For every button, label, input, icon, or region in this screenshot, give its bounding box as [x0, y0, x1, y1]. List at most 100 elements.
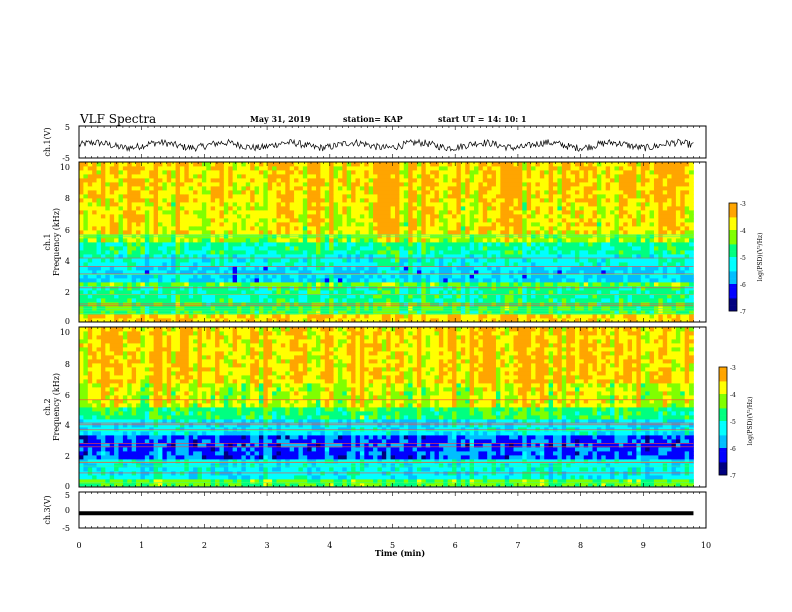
- spectrogram-cell: [373, 298, 378, 303]
- spectrogram-cell: [346, 182, 352, 187]
- spectrogram-cell: [114, 210, 119, 215]
- spectrogram-cell: [535, 278, 541, 283]
- spectrogram-cell: [184, 198, 190, 203]
- spectrogram-cell: [320, 262, 326, 267]
- spectrogram-cell: [553, 262, 558, 267]
- spectrogram-cell: [197, 246, 203, 251]
- spectrogram-cell: [645, 298, 650, 303]
- spectrogram-cell: [298, 222, 304, 227]
- spectrogram-cell: [166, 234, 172, 239]
- spectrogram-cell: [289, 202, 295, 207]
- spectrogram-cell: [245, 222, 251, 227]
- spectrogram-cell: [487, 270, 492, 275]
- spectrogram-cell: [579, 286, 585, 291]
- spectrogram-cell: [131, 258, 137, 263]
- spectrogram-cell: [588, 234, 593, 239]
- spectrogram-cell: [671, 226, 677, 231]
- spectrogram-cell: [579, 250, 585, 255]
- spectrogram-cell: [535, 190, 541, 195]
- spectrogram-cell: [320, 310, 326, 315]
- spectrogram-cell: [618, 242, 624, 247]
- spectrogram-cell: [118, 202, 124, 207]
- spectrogram-cell: [658, 282, 664, 287]
- spectrogram-cell: [364, 314, 370, 319]
- spectrogram-cell: [566, 290, 571, 295]
- spectrogram-cell: [689, 318, 694, 323]
- spectrogram-cell: [316, 234, 321, 239]
- spectrogram-cell: [118, 274, 124, 279]
- spectrogram-cell: [478, 190, 484, 195]
- spectrogram-cell: [237, 226, 242, 231]
- spectrogram-cell: [443, 186, 449, 191]
- spectrogram-cell: [438, 250, 444, 255]
- spectrogram-cell: [267, 246, 273, 251]
- spectrogram-cell: [509, 294, 514, 299]
- spectrogram-cell: [557, 194, 563, 199]
- spectrogram-cell: [605, 246, 611, 251]
- spectrogram-cell: [158, 270, 163, 275]
- spectrogram-cell: [456, 298, 462, 303]
- spectrogram-cell: [171, 202, 176, 207]
- spectrogram-cell: [166, 214, 172, 219]
- spectrogram-cell: [548, 234, 554, 239]
- spectrogram-cell: [588, 318, 593, 323]
- spectrogram-cell: [465, 206, 471, 211]
- spectrogram-cell: [438, 314, 444, 319]
- spectrogram-cell: [504, 254, 510, 259]
- spectrogram-cell: [92, 190, 97, 195]
- spectrogram-cell: [258, 182, 264, 187]
- spectrogram-cell: [465, 254, 471, 259]
- spectrogram-cell: [627, 246, 633, 251]
- spectrogram-cell: [373, 310, 378, 315]
- spectrogram-cell: [136, 262, 141, 267]
- spectrogram-cell: [118, 206, 124, 211]
- spectrogram-cell: [574, 218, 580, 223]
- spectrogram-cell: [447, 266, 453, 271]
- spectrogram-cell: [495, 202, 501, 207]
- spectrogram-cell: [223, 218, 229, 223]
- spectrogram-cell: [649, 194, 655, 199]
- spectrogram-cell: [215, 258, 220, 263]
- spectrogram-cell: [114, 206, 119, 211]
- spectrogram-cell: [346, 242, 352, 247]
- spectrogram-cell: [153, 250, 159, 255]
- spectrogram-cell: [346, 210, 352, 215]
- spectrogram-cell: [258, 274, 264, 279]
- spectrogram-cell: [460, 266, 466, 271]
- spectrogram-cell: [482, 274, 488, 279]
- spectrogram-cell: [487, 298, 492, 303]
- spectrogram-cell: [645, 282, 650, 287]
- spectrogram-cell: [333, 258, 339, 263]
- spectrogram-cell: [513, 202, 519, 207]
- spectrogram-cell: [153, 194, 159, 199]
- spectrogram-cell: [640, 206, 646, 211]
- spectrogram-cell: [289, 226, 295, 231]
- spectrogram-cell: [193, 234, 198, 239]
- spectrogram-cell: [215, 202, 220, 207]
- spectrogram-cell: [614, 194, 620, 199]
- spectrogram-cell: [96, 274, 102, 279]
- spectrogram-cell: [544, 222, 550, 227]
- spectrogram-cell: [465, 262, 471, 267]
- spectrogram-cell: [601, 226, 607, 231]
- spectrogram-cell: [171, 270, 176, 275]
- spectrogram-cell: [158, 242, 163, 247]
- spectrogram-cell: [491, 266, 497, 271]
- spectrogram-cell: [574, 222, 580, 227]
- spectrogram-cell: [228, 274, 234, 279]
- spectrogram-cell: [465, 218, 471, 223]
- spectrogram-cell: [342, 186, 348, 191]
- spectrogram-cell: [228, 258, 234, 263]
- spectrogram-cell: [267, 182, 273, 187]
- spectrogram-cell: [307, 262, 313, 267]
- spectrogram-cell: [250, 230, 255, 235]
- spectrogram-cell: [219, 270, 225, 275]
- spectrogram-cell: [162, 214, 168, 219]
- spectrogram-cell: [535, 182, 541, 187]
- spectrogram-cell: [153, 186, 159, 191]
- spectrogram-cell: [610, 186, 615, 191]
- spectrogram-cell: [100, 214, 106, 219]
- spectrogram-cell: [184, 242, 190, 247]
- spectrogram-cell: [381, 226, 387, 231]
- spectrogram-cell: [122, 230, 128, 235]
